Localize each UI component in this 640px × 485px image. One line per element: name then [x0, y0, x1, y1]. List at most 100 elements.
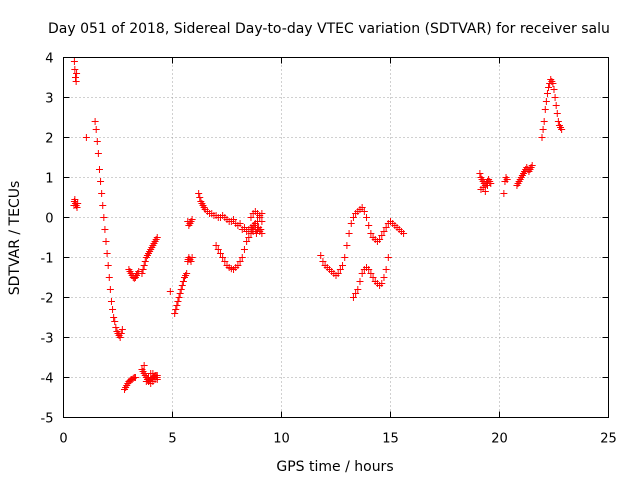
data-point	[176, 290, 184, 297]
y-tick-label: -4	[41, 372, 54, 387]
data-point	[543, 90, 551, 97]
data-point	[106, 286, 114, 293]
data-point	[117, 330, 125, 337]
data-point	[347, 220, 355, 227]
data-point	[173, 302, 181, 309]
data-point	[72, 78, 80, 85]
data-point	[476, 170, 484, 177]
x-tick-label: 5	[168, 432, 176, 447]
data-point	[98, 190, 106, 197]
data-point	[99, 202, 107, 209]
data-point	[558, 126, 566, 133]
y-tick-label: 2	[45, 132, 53, 147]
data-point	[118, 326, 126, 333]
x-tick-label: 25	[600, 432, 617, 447]
y-tick-label: -3	[41, 332, 54, 347]
data-point	[382, 224, 390, 231]
data-point	[104, 262, 112, 269]
data-point	[105, 274, 113, 281]
data-point	[140, 262, 148, 269]
data-point	[240, 224, 248, 231]
y-tick-label: 1	[45, 172, 53, 187]
data-point	[365, 266, 373, 273]
data-point	[553, 110, 561, 117]
data-point	[179, 278, 187, 285]
data-point	[254, 210, 262, 217]
data-point	[539, 126, 547, 133]
data-point	[384, 254, 392, 261]
data-point	[234, 262, 242, 269]
data-point	[187, 258, 195, 265]
data-point	[131, 374, 139, 381]
x-tick-label: 15	[382, 432, 399, 447]
data-point	[248, 226, 256, 233]
data-point	[195, 190, 203, 197]
data-point	[100, 214, 108, 221]
data-point	[358, 204, 366, 211]
axis-ticks: 0 5 10 15 20 25 -5 -4 -3 -2 -1 0 1 2 3 4	[41, 52, 617, 447]
y-tick-label: 4	[45, 52, 53, 67]
data-point	[172, 306, 180, 313]
data-point	[549, 80, 557, 87]
data-point	[380, 274, 388, 281]
data-point	[95, 166, 103, 173]
data-point	[73, 70, 81, 77]
data-point	[551, 94, 559, 101]
data-point	[356, 278, 364, 285]
data-point	[230, 216, 238, 223]
data-point	[219, 254, 227, 261]
data-point	[349, 214, 357, 221]
data-point	[341, 254, 349, 261]
data-point	[94, 150, 102, 157]
data-point	[500, 190, 508, 197]
data-point	[111, 318, 119, 325]
data-point	[256, 214, 264, 221]
data-point	[360, 208, 368, 215]
data-point	[212, 242, 220, 249]
data-point	[257, 226, 265, 233]
data-point	[102, 238, 110, 245]
data-point	[349, 294, 357, 301]
data-point	[334, 270, 342, 277]
y-axis-label: SDTVAR / TECUs	[7, 181, 23, 296]
data-point	[252, 230, 260, 237]
data-point	[196, 194, 204, 201]
data-point	[382, 266, 390, 273]
data-point	[236, 220, 244, 227]
data-point	[542, 98, 550, 105]
data-point	[479, 184, 487, 191]
data-point	[138, 270, 146, 277]
data-point	[153, 376, 161, 383]
data-point	[149, 378, 157, 385]
data-point	[73, 204, 81, 211]
data-point	[151, 372, 159, 379]
data-point	[363, 214, 371, 221]
data-point	[70, 58, 78, 65]
data-point	[82, 134, 90, 141]
data-point	[336, 266, 344, 273]
data-point	[166, 288, 174, 295]
y-tick-label: 3	[45, 92, 53, 107]
data-point	[552, 102, 560, 109]
data-point	[177, 286, 185, 293]
grid-lines	[63, 57, 609, 418]
data-point	[91, 118, 99, 125]
data-point	[369, 274, 377, 281]
data-point	[183, 270, 191, 277]
data-point	[188, 254, 196, 261]
data-point	[236, 258, 244, 265]
y-tick-label: -2	[41, 292, 54, 307]
data-point	[481, 188, 489, 195]
data-point	[378, 280, 386, 287]
data-point	[74, 200, 82, 207]
data-point	[245, 234, 253, 241]
data-point	[365, 222, 373, 229]
data-point	[484, 182, 492, 189]
data-point	[400, 230, 408, 237]
data-point	[109, 306, 117, 313]
data-point	[178, 282, 186, 289]
data-point	[343, 242, 351, 249]
data-point	[175, 294, 183, 301]
data-points	[70, 58, 566, 393]
data-point	[145, 374, 153, 381]
